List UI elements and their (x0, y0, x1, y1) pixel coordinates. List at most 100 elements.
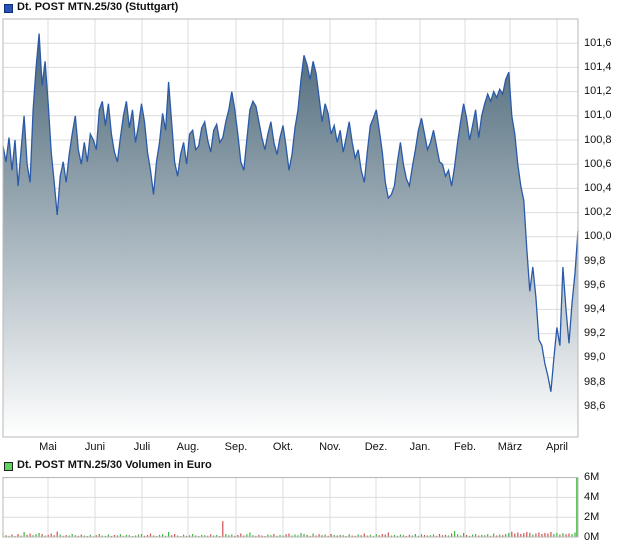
volume-bar (429, 535, 432, 537)
volume-bar (333, 535, 335, 537)
volume-bar (423, 535, 426, 537)
volume-bar (478, 535, 480, 537)
volume-bar (366, 535, 368, 537)
volume-bar (113, 535, 115, 537)
volume-bar (29, 533, 31, 537)
volume-bar (68, 535, 70, 537)
month-label: Dez. (364, 440, 388, 453)
volume-bar (252, 535, 254, 537)
volume-bar (62, 535, 64, 537)
volume-axis-label: 2M (584, 510, 600, 523)
volume-bar (143, 535, 146, 537)
month-label: Mai (39, 440, 57, 453)
volume-bar (565, 534, 567, 537)
volume-bar (128, 535, 130, 537)
volume-bar (399, 534, 401, 537)
volume-bar (207, 535, 209, 537)
volume-bar (502, 535, 504, 537)
volume-bar (23, 532, 25, 537)
volume-bar (556, 532, 558, 537)
volume-bar (89, 534, 91, 537)
volume-bar (216, 535, 218, 537)
volume-bar (414, 534, 416, 537)
volume-bar (234, 535, 236, 537)
volume-bar (348, 534, 350, 537)
volume-bar (538, 532, 540, 537)
volume-bar (544, 533, 546, 537)
volume-bar (98, 534, 100, 537)
month-label: Okt. (272, 440, 294, 453)
volume-bar (466, 535, 468, 537)
volume-bar (122, 535, 124, 537)
price-axis-label: 99,6 (584, 278, 606, 291)
price-axis-label: 98,8 (584, 375, 606, 388)
volume-bar (213, 535, 215, 537)
volume-bar (312, 533, 314, 537)
price-axis-label: 99,4 (584, 302, 606, 315)
volume-bar (559, 534, 561, 537)
volume-bar (270, 535, 272, 537)
volume-bar (35, 534, 37, 537)
volume-bar (532, 534, 534, 537)
volume-bar (553, 534, 555, 537)
volume-bar (396, 535, 398, 537)
volume-bar (547, 533, 549, 537)
volume-bar (95, 535, 97, 537)
month-label: Juli (133, 440, 151, 453)
month-label: April (545, 440, 569, 453)
volume-bar (360, 535, 362, 537)
volume-bar (171, 535, 173, 537)
month-label: Sep. (224, 440, 248, 453)
volume-bar (119, 534, 121, 537)
price-chart-title: Dt. POST MTN.25/30 (Stuttgart) (17, 1, 179, 13)
volume-bar (201, 534, 203, 537)
volume-bar (457, 534, 459, 537)
volume-bar (493, 533, 495, 537)
volume-bar (83, 535, 85, 537)
volume-bar (74, 535, 76, 537)
volume-bar (541, 534, 543, 537)
price-legend-square-icon (4, 4, 13, 13)
price-axis-label: 99,2 (584, 327, 606, 340)
volume-bar (80, 534, 82, 537)
volume-bar (53, 535, 55, 537)
volume-bar (454, 531, 456, 537)
volume-bar (432, 534, 435, 537)
volume-bar (288, 533, 290, 537)
volume-bar (472, 534, 474, 537)
volume-bar (261, 535, 263, 537)
volume-bar (56, 531, 58, 537)
volume-bar (258, 534, 260, 537)
volume-bar (411, 535, 413, 537)
price-axis-label: 99,8 (584, 254, 606, 267)
volume-bar (104, 535, 106, 537)
volume-bar (186, 535, 188, 537)
volume-bar (47, 534, 49, 537)
volume-bar (255, 535, 257, 537)
volume-bar (237, 535, 239, 537)
price-axis-label: 100,0 (584, 230, 612, 243)
volume-bar (303, 534, 305, 537)
volume-bar (134, 535, 137, 537)
volume-bar (321, 535, 323, 537)
volume-bar (5, 535, 7, 537)
volume-bar (174, 534, 176, 537)
volume-bar (487, 534, 489, 537)
volume-bar (41, 534, 43, 537)
volume-bar (158, 534, 161, 537)
volume-bar (137, 534, 140, 537)
volume-bar (508, 533, 510, 537)
volume-bar (32, 535, 34, 537)
volume-bar (324, 534, 326, 537)
volume-bar (571, 534, 573, 537)
volume-bar (279, 535, 281, 537)
volume-bar (484, 535, 486, 537)
price-axis-label: 101,2 (584, 85, 612, 98)
price-axis-label: 98,6 (584, 399, 606, 412)
volume-bar (146, 535, 149, 537)
price-axis-label: 101,4 (584, 60, 612, 73)
volume-bar (50, 533, 52, 537)
volume-bar (375, 534, 377, 537)
